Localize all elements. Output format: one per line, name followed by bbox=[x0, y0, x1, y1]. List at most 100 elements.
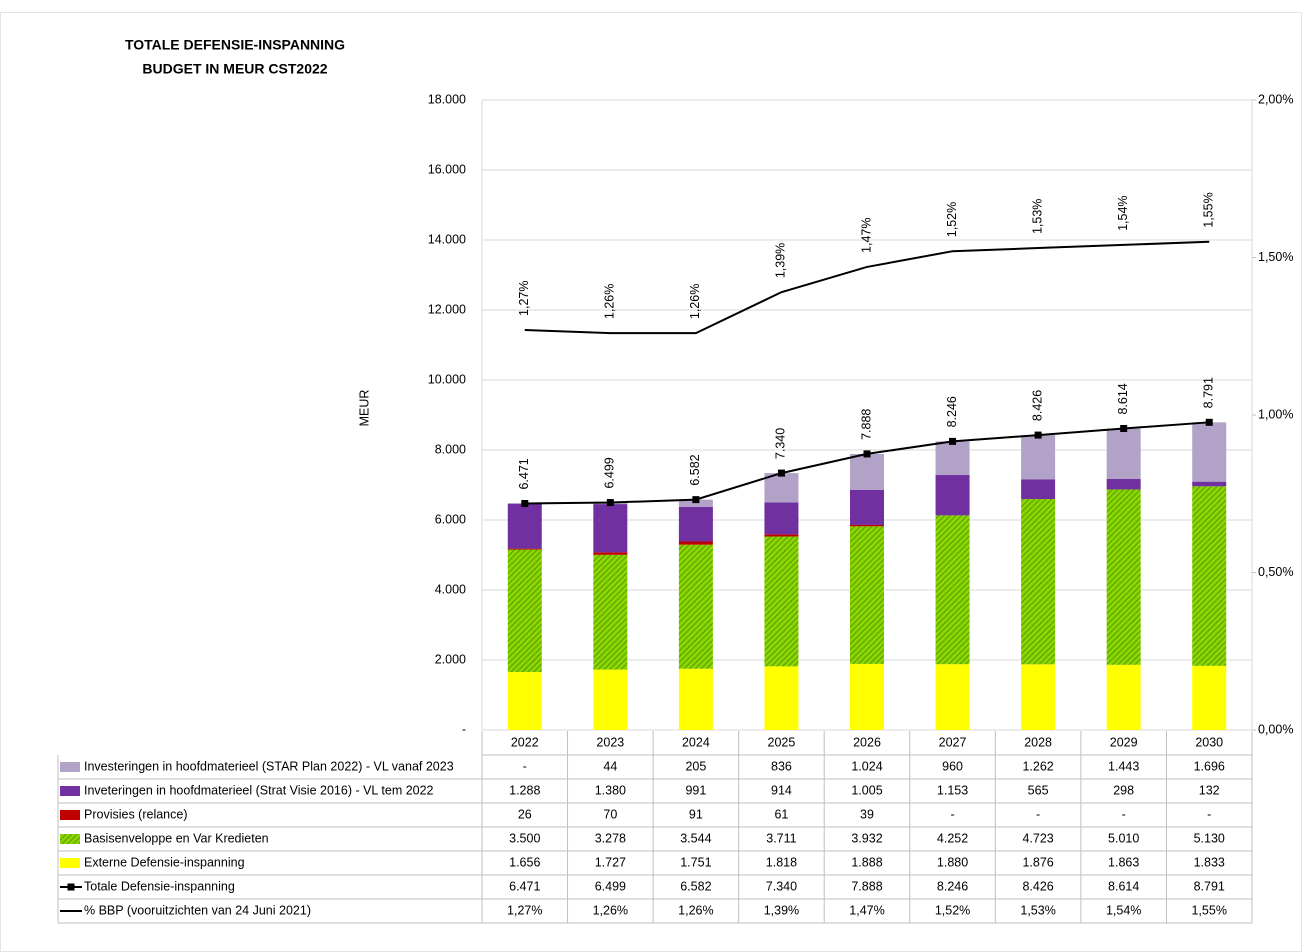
data-label: 6.471 bbox=[517, 458, 531, 489]
x-tick-label: 2027 bbox=[939, 735, 967, 749]
table-cell: - bbox=[523, 759, 527, 773]
table-cell: 4.252 bbox=[937, 831, 968, 845]
bar-segment bbox=[764, 666, 799, 730]
x-tick-label: 2023 bbox=[596, 735, 624, 749]
table-cell: 61 bbox=[774, 807, 788, 821]
table-cell: 39 bbox=[860, 807, 874, 821]
bar-segment bbox=[764, 502, 799, 535]
legend-label: Investeringen in hoofdmaterieel (STAR Pl… bbox=[84, 759, 454, 773]
bar-segment bbox=[935, 664, 970, 730]
table-cell: - bbox=[1122, 807, 1126, 821]
data-label: 1,54% bbox=[1116, 195, 1130, 230]
y-tick-label: 8.000 bbox=[435, 442, 466, 456]
bar-segment bbox=[678, 499, 713, 507]
table-cell: 26 bbox=[518, 807, 532, 821]
table-cell: 4.723 bbox=[1022, 831, 1053, 845]
bar-segment bbox=[1192, 486, 1227, 666]
legend-label: % BBP (vooruitzichten van 24 Juni 2021) bbox=[84, 903, 311, 917]
legend-swatch bbox=[60, 762, 80, 772]
table-cell: 1.833 bbox=[1194, 855, 1225, 869]
legend-label: Provisies (relance) bbox=[84, 807, 188, 821]
bar-segment bbox=[1021, 664, 1056, 730]
bar-segment bbox=[1021, 479, 1056, 500]
y-tick-label: 2.000 bbox=[435, 652, 466, 666]
legend-label: Inveteringen in hoofdmaterieel (Strat Vi… bbox=[84, 783, 434, 797]
bar-segment bbox=[1192, 665, 1227, 730]
table-cell: 1.818 bbox=[766, 855, 797, 869]
table-cell: 8.614 bbox=[1108, 879, 1139, 893]
y-tick-label: 18.000 bbox=[428, 92, 466, 106]
y2-tick-label: 1,00% bbox=[1258, 407, 1293, 421]
bar-segment bbox=[1021, 499, 1056, 665]
bar-segment bbox=[593, 552, 628, 555]
table-cell: 1,52% bbox=[935, 903, 970, 917]
data-label: 6.499 bbox=[603, 457, 617, 488]
bar-segment bbox=[935, 515, 970, 665]
y-tick-label: 14.000 bbox=[428, 232, 466, 246]
bar-segment bbox=[1192, 481, 1227, 487]
line-marker bbox=[1205, 418, 1213, 426]
x-tick-label: 2022 bbox=[511, 735, 539, 749]
data-label: 1,27% bbox=[517, 280, 531, 315]
legend-label: Externe Defensie-inspanning bbox=[84, 855, 245, 869]
table-cell: 1.005 bbox=[851, 783, 882, 797]
table-cell: 1,47% bbox=[849, 903, 884, 917]
table-cell: 565 bbox=[1028, 783, 1049, 797]
data-label: 1,26% bbox=[688, 284, 702, 319]
table-cell: 1.024 bbox=[851, 759, 882, 773]
data-label: 8.246 bbox=[945, 396, 959, 427]
x-tick-label: 2030 bbox=[1195, 735, 1223, 749]
bar-segment bbox=[850, 453, 884, 490]
y-tick-label: 10.000 bbox=[428, 372, 466, 386]
table-cell: 1,26% bbox=[678, 903, 713, 917]
table-cell: 1.876 bbox=[1022, 855, 1053, 869]
bar-segment bbox=[850, 524, 884, 527]
table-cell: 1,27% bbox=[507, 903, 542, 917]
table-cell: 1.443 bbox=[1108, 759, 1139, 773]
table-cell: 1,53% bbox=[1020, 903, 1055, 917]
data-label: 6.582 bbox=[688, 454, 702, 485]
table-cell: 205 bbox=[685, 759, 706, 773]
data-label: 7.888 bbox=[859, 409, 873, 440]
table-cell: 1.656 bbox=[509, 855, 540, 869]
table-cell: 3.932 bbox=[851, 831, 882, 845]
line-marker bbox=[777, 469, 785, 477]
line-marker bbox=[606, 499, 614, 507]
x-tick-label: 2029 bbox=[1110, 735, 1138, 749]
table-cell: 91 bbox=[689, 807, 703, 821]
data-label: 8.426 bbox=[1030, 390, 1044, 421]
table-cell: 836 bbox=[771, 759, 792, 773]
table-cell: 3.544 bbox=[680, 831, 711, 845]
table-cell: - bbox=[1036, 807, 1040, 821]
line bbox=[524, 240, 1210, 335]
x-tick-label: 2024 bbox=[682, 735, 710, 749]
table-cell: 5.130 bbox=[1194, 831, 1225, 845]
bar-segment bbox=[850, 663, 884, 730]
table-cell: 70 bbox=[603, 807, 617, 821]
legend-label: Totale Defensie-inspanning bbox=[84, 879, 235, 893]
data-label: 8.614 bbox=[1116, 383, 1130, 414]
table-cell: 3.711 bbox=[766, 831, 796, 845]
table-cell: 44 bbox=[603, 759, 617, 773]
data-label: 1,26% bbox=[603, 284, 617, 319]
table-cell: 1.153 bbox=[937, 783, 968, 797]
y2-tick-label: 1,50% bbox=[1258, 250, 1293, 264]
x-tick-label: 2025 bbox=[768, 735, 796, 749]
data-label: 1,52% bbox=[945, 202, 959, 237]
line-marker bbox=[1120, 425, 1128, 433]
table-cell: 1,54% bbox=[1106, 903, 1141, 917]
bar-segment bbox=[1106, 479, 1141, 490]
bar-segment bbox=[1106, 664, 1141, 730]
chart-subtitle: BUDGET IN MEUR CST2022 bbox=[142, 61, 327, 77]
bar-segment bbox=[507, 548, 542, 550]
bar-segment bbox=[935, 475, 970, 516]
table-cell: 5.010 bbox=[1108, 831, 1139, 845]
data-label: 8.791 bbox=[1202, 377, 1216, 408]
data-label: 1,55% bbox=[1202, 192, 1216, 227]
bar-segment bbox=[935, 441, 970, 476]
bar-segment bbox=[1106, 489, 1141, 665]
legend-swatch bbox=[60, 834, 80, 844]
legend-marker bbox=[67, 883, 75, 891]
table-cell: - bbox=[1207, 807, 1211, 821]
